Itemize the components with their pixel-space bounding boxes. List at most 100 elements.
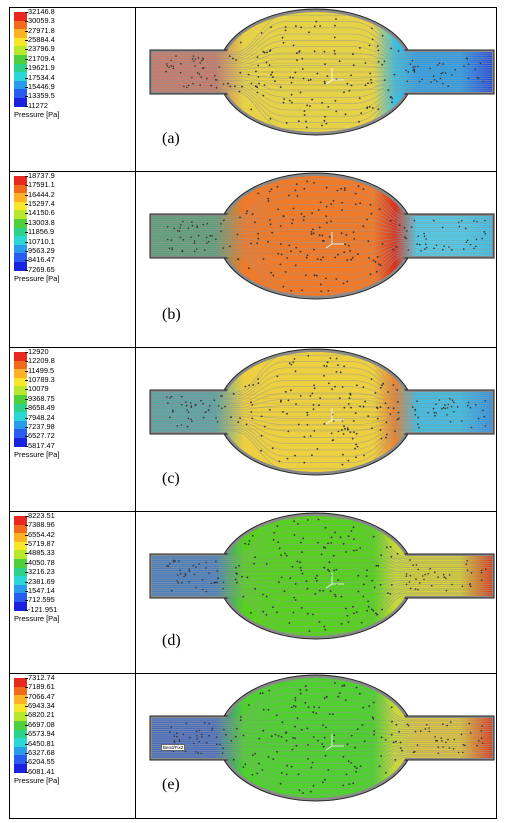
colorbar-tick-label: 8416.47 [25, 255, 55, 265]
colorbar-tick-label: 8658.49 [25, 403, 55, 413]
figure-row: 7312.74 7189.61 7066.47 6943.34 6820.21 6697.… [10, 674, 496, 818]
axis-triad [325, 68, 344, 85]
colorbar-tick-label: 17534.4 [25, 72, 55, 82]
colorbar-segment [14, 533, 27, 542]
figure-table: 32146.8 30059.3 27971.8 25884.4 23796.9 21709… [9, 7, 497, 819]
particles [166, 180, 487, 293]
colorbar-segment [14, 210, 27, 219]
colorbar-segment [14, 80, 27, 90]
colorbar-segment [14, 97, 27, 107]
particles [166, 518, 487, 632]
colorbar-segment [14, 763, 27, 773]
colorbar-tick-label: 1547.14 [25, 585, 55, 595]
colorbar-segment [14, 524, 27, 534]
colorbar-tick-label: 10789.3 [25, 375, 55, 385]
panel-label: (e) [162, 776, 180, 793]
colorbar-segment [14, 712, 27, 721]
simulation-panel: Bend/Fix2 (e) [136, 674, 496, 818]
particles [169, 682, 484, 794]
unit-label: Pressure [Pa] [14, 449, 60, 459]
streamlines [152, 178, 492, 294]
colorbar-tick-label: 9368.75 [25, 393, 55, 403]
colorbar-tick-label: 7269.65 [25, 264, 55, 274]
flow-visualization [149, 172, 495, 300]
colorbar-segment [14, 369, 27, 378]
colorbar-segment [14, 550, 27, 559]
colorbar-tick-label: 7066.47 [25, 691, 55, 701]
colorbar-segment [14, 218, 27, 228]
figure-row: 12920 12209.8 11499.5 10789.3 10079 9368.75 86… [10, 348, 496, 512]
colorbar-segment [14, 12, 27, 21]
colorbar-segment [14, 29, 27, 38]
colorbar-tick-label: 15297.4 [25, 199, 55, 209]
colorbar-segment [14, 403, 27, 413]
colorbar-tick-label: 2381.69 [25, 576, 55, 586]
colorbar-segment [14, 236, 27, 245]
figure-row: 32146.8 30059.3 27971.8 25884.4 23796.9 21709… [10, 8, 496, 172]
colorbar-segment [14, 429, 27, 438]
flow-visualization [149, 348, 495, 476]
colorbar-tick-label: 6943.34 [25, 701, 55, 711]
colorbar-tick-label: 21709.4 [25, 53, 55, 63]
colorbar [14, 516, 27, 611]
streamlines [152, 14, 492, 130]
pressure-legend: 32146.8 30059.3 27971.8 25884.4 23796.9 21709… [10, 8, 136, 171]
colorbar-tick-label: 6697.08 [25, 719, 55, 729]
unit-label: Pressure [Pa] [14, 273, 60, 283]
pressure-legend: 18737.9 17591.1 16444.2 15297.4 14150.6 13003… [10, 172, 136, 347]
colorbar [14, 678, 27, 773]
colorbar-tick-label: 12209.8 [25, 356, 55, 366]
colorbar-tick-label: 6081.41 [25, 766, 55, 776]
colorbar-segment [14, 516, 27, 525]
colorbar-tick-label: 13003.8 [25, 217, 55, 227]
flow-visualization [149, 8, 495, 136]
colorbar-tick-label: 10710.1 [25, 236, 55, 246]
flow-visualization [149, 512, 495, 640]
figure-row: 8223.51 7388.96 6554.42 5719.87 4885.33 4050.… [10, 512, 496, 674]
figure-row: 18737.9 17591.1 16444.2 15297.4 14150.6 13003… [10, 172, 496, 348]
colorbar-tick-label: 11272 [24, 100, 49, 110]
colorbar-tick-label: 18737.9 [25, 171, 55, 180]
simulation-panel: (c) [136, 348, 496, 511]
colorbar-segment [14, 20, 27, 30]
colorbar-tick-label: 7312.74 [25, 673, 55, 682]
axis-triad [325, 408, 344, 425]
colorbar-tick-label: 12920 [25, 347, 49, 356]
panel-label: (a) [162, 130, 180, 147]
flow-visualization [149, 674, 495, 802]
simulation-panel: (d) [136, 512, 496, 673]
colorbar-segment [14, 377, 27, 387]
colorbar-segment [14, 678, 27, 687]
particles [165, 18, 485, 129]
colorbar-segment [14, 227, 27, 237]
colorbar-segment [14, 541, 27, 551]
colorbar-tick-label: 5719.87 [25, 539, 55, 549]
colorbar-tick-label: 13359.5 [25, 91, 55, 101]
colorbar-segment [14, 193, 27, 202]
colorbar-segment [14, 386, 27, 395]
panel-label: (b) [162, 306, 181, 323]
colorbar-segment [14, 729, 27, 739]
colorbar-segment [14, 394, 27, 404]
colorbar-segment [14, 558, 27, 568]
colorbar-tick-label: -121.951 [24, 604, 58, 614]
colorbar-segment [14, 37, 27, 47]
colorbar-tick-label: 6204.55 [25, 757, 55, 767]
colorbar-segment [14, 352, 27, 361]
colorbar [14, 12, 27, 107]
colorbar-segment [14, 201, 27, 211]
colorbar-segment [14, 720, 27, 730]
colorbar-segment [14, 746, 27, 756]
colorbar-segment [14, 686, 27, 696]
colorbar-tick-label: 6554.42 [25, 529, 55, 539]
colorbar-segment [14, 253, 27, 262]
colorbar-tick-label: 6573.94 [25, 729, 55, 739]
colorbar-tick-label: 7237.98 [25, 421, 55, 431]
axis-triad [325, 572, 344, 589]
simulation-panel: (a) [136, 8, 496, 171]
axis-triad [325, 232, 344, 249]
colorbar-segment [14, 576, 27, 585]
colorbar-segment [14, 184, 27, 194]
pressure-legend: 7312.74 7189.61 7066.47 6943.34 6820.21 6697.… [10, 674, 136, 818]
streamlines [152, 680, 492, 796]
